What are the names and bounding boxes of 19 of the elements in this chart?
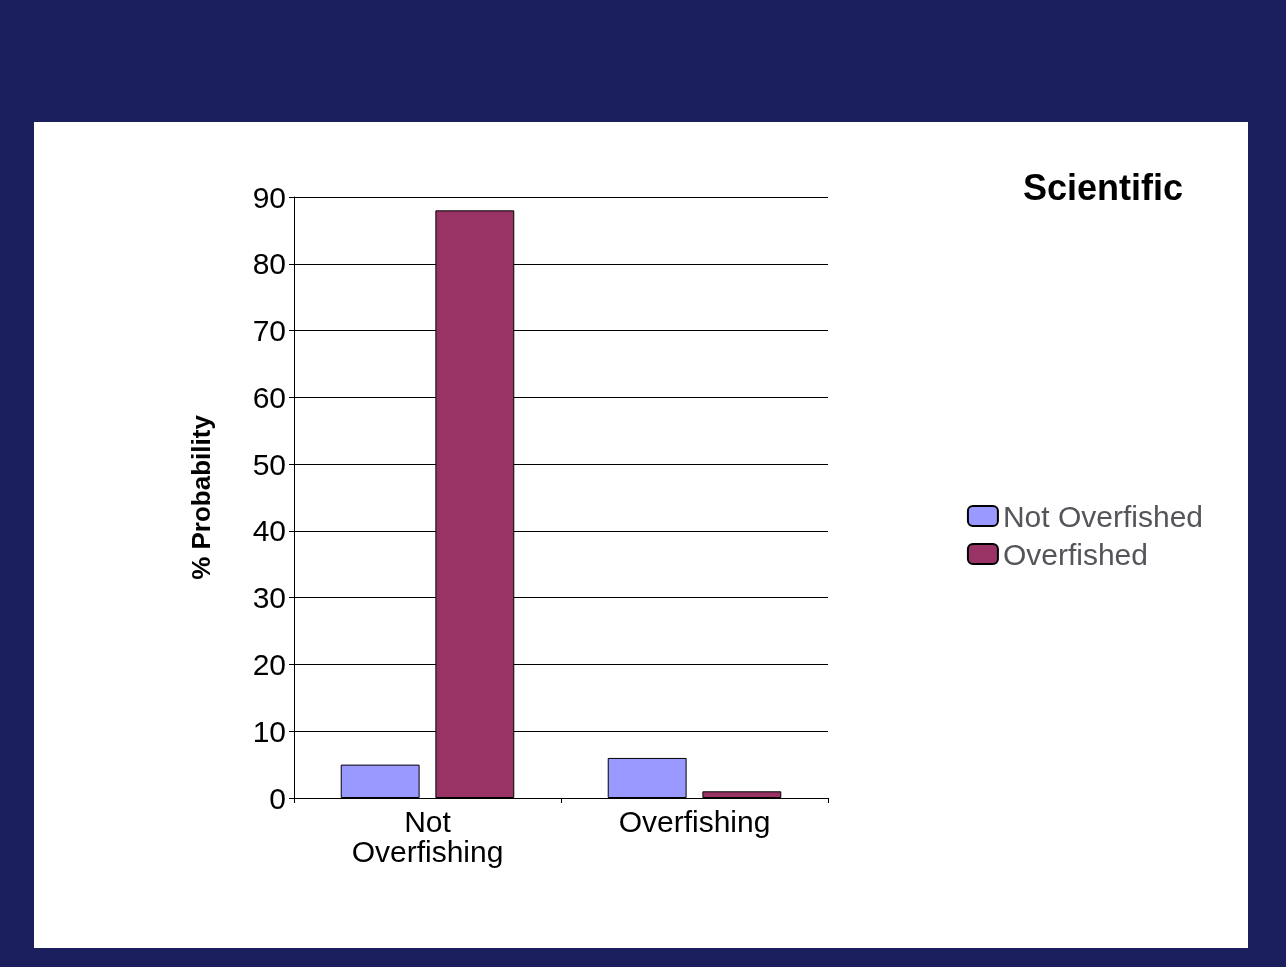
y-tick-label: 30 <box>252 581 286 615</box>
bar <box>702 791 782 798</box>
y-tick-label: 50 <box>252 447 286 481</box>
y-tick-label: 10 <box>252 714 286 748</box>
y-tick-label: 20 <box>252 647 286 681</box>
legend-label: Overfished <box>1002 537 1148 571</box>
x-tick-label: Not Overfishing <box>351 804 504 868</box>
y-tick-label: 90 <box>252 180 286 214</box>
bar <box>607 757 687 798</box>
y-tick-label: 70 <box>252 314 286 348</box>
y-tick-label: 80 <box>252 247 286 281</box>
bar <box>340 764 420 798</box>
y-tick-label: 0 <box>269 781 286 815</box>
y-tick-label: 40 <box>252 514 286 548</box>
y-axis-title: % Probability <box>186 414 216 580</box>
x-tick-label: Overfishing <box>618 804 771 838</box>
y-tick-label: 60 <box>252 380 286 414</box>
text: Scientific <box>1022 166 1184 208</box>
legend-label: Not Overfished <box>1002 499 1204 533</box>
